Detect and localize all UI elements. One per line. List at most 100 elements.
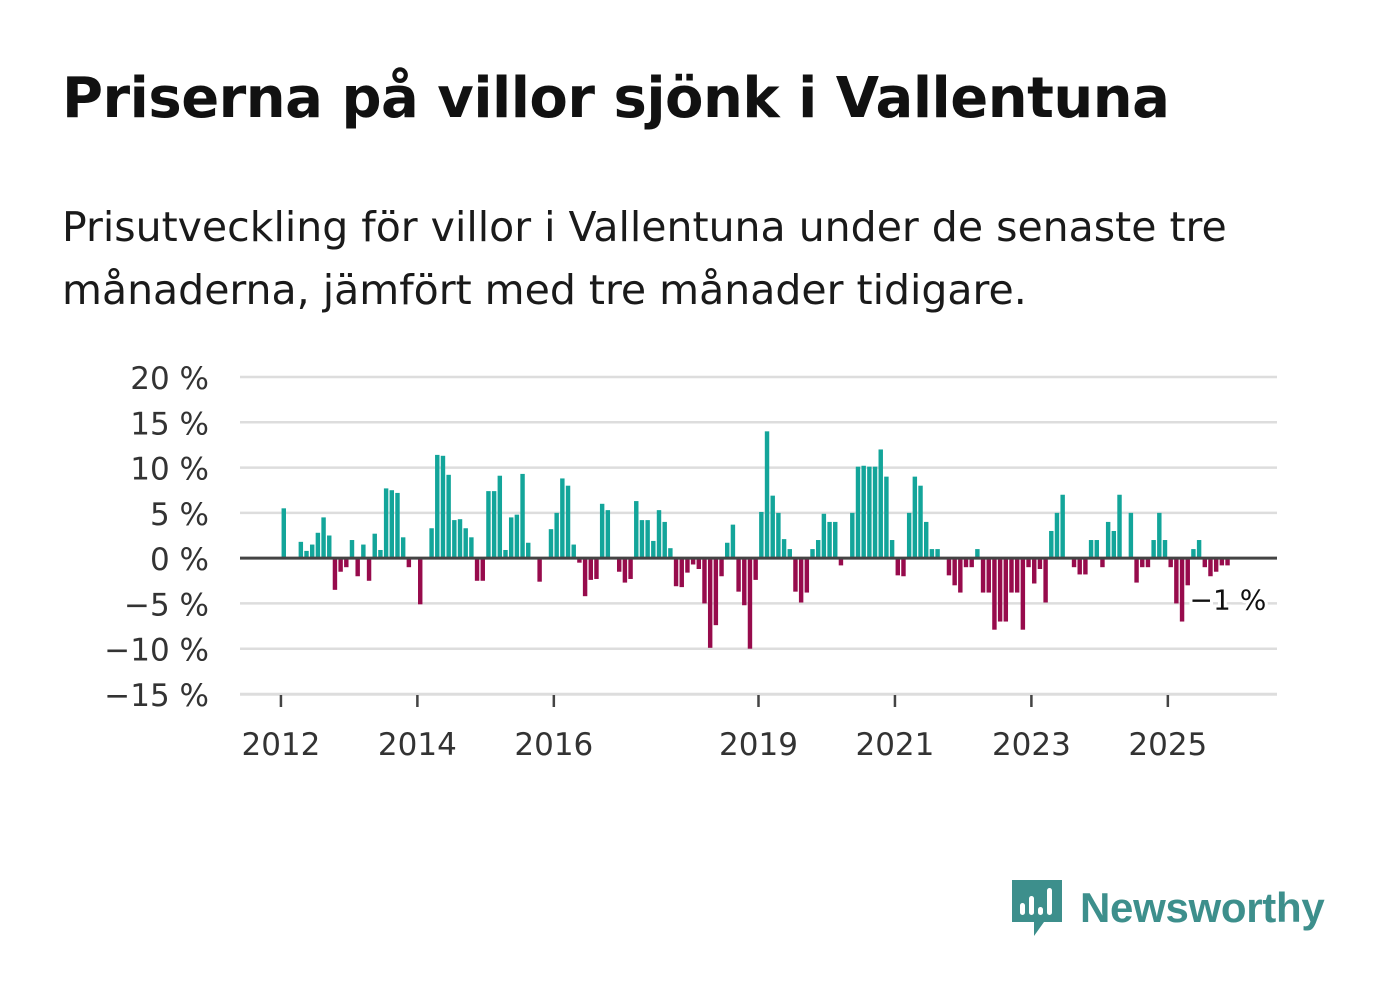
bar bbox=[281, 508, 286, 559]
bar bbox=[1009, 558, 1014, 593]
bar bbox=[810, 549, 815, 559]
bar bbox=[730, 524, 736, 559]
bar bbox=[537, 558, 542, 582]
bar bbox=[469, 537, 474, 559]
bar bbox=[344, 558, 349, 568]
bar bbox=[1100, 558, 1105, 568]
bar bbox=[315, 532, 321, 559]
bar bbox=[605, 510, 611, 559]
bar bbox=[503, 549, 508, 559]
bar bbox=[776, 512, 781, 559]
bar bbox=[366, 558, 372, 581]
annotation-label: −1 % bbox=[1190, 583, 1267, 616]
bar bbox=[798, 558, 804, 603]
bar bbox=[446, 474, 451, 559]
x-axis: 2012 2014 2016 2019 2021 2023 2025 bbox=[240, 694, 1277, 763]
y-tick-label: 5 % bbox=[150, 497, 209, 533]
bar bbox=[1191, 549, 1196, 559]
bar bbox=[1111, 530, 1117, 559]
bar bbox=[1202, 558, 1208, 568]
bar bbox=[895, 558, 900, 576]
bar bbox=[1196, 540, 1202, 559]
bar bbox=[1225, 558, 1230, 566]
bar bbox=[702, 558, 707, 604]
bar bbox=[975, 549, 980, 559]
bar bbox=[906, 512, 912, 559]
bar bbox=[435, 454, 440, 559]
bar bbox=[912, 476, 918, 559]
bar bbox=[867, 466, 872, 559]
bar bbox=[1140, 558, 1145, 568]
bar bbox=[673, 558, 679, 587]
bar bbox=[833, 521, 838, 559]
bar bbox=[497, 475, 503, 559]
bar bbox=[668, 548, 673, 559]
bar bbox=[1054, 512, 1060, 559]
bar bbox=[770, 495, 775, 559]
bar bbox=[588, 558, 593, 580]
bar bbox=[736, 558, 741, 592]
bar bbox=[582, 558, 588, 597]
bar bbox=[452, 520, 457, 559]
x-tick-label: 2023 bbox=[992, 727, 1071, 763]
bar bbox=[1219, 558, 1225, 566]
bar bbox=[332, 558, 338, 590]
bar bbox=[389, 490, 395, 559]
bar bbox=[850, 512, 855, 559]
bar bbox=[1185, 558, 1190, 586]
y-tick-label: 0 % bbox=[150, 542, 209, 578]
bar bbox=[804, 558, 810, 593]
bar bbox=[781, 539, 787, 559]
y-tick-label: −5 % bbox=[124, 587, 209, 623]
bar bbox=[952, 558, 957, 586]
bar bbox=[1071, 558, 1077, 568]
bar bbox=[634, 501, 639, 559]
bar bbox=[1128, 512, 1134, 559]
bar bbox=[656, 510, 662, 559]
bar bbox=[321, 517, 326, 559]
bar bbox=[565, 485, 571, 559]
bar bbox=[935, 549, 940, 559]
bar bbox=[1094, 540, 1099, 559]
bar bbox=[838, 558, 844, 566]
bar bbox=[309, 544, 315, 559]
bar bbox=[406, 558, 412, 568]
bar bbox=[1179, 558, 1185, 622]
bar bbox=[1168, 558, 1173, 568]
bar bbox=[1174, 558, 1179, 604]
chart-subtitle: Prisutveckling för villor i Vallentuna u… bbox=[62, 203, 1227, 314]
bar bbox=[1134, 558, 1139, 583]
y-tick-label: −10 % bbox=[104, 633, 209, 669]
bar bbox=[378, 549, 383, 559]
bar bbox=[372, 533, 377, 559]
y-tick-label: 15 % bbox=[130, 406, 209, 442]
bar bbox=[1117, 494, 1122, 559]
bar bbox=[747, 558, 753, 649]
bar bbox=[815, 540, 821, 559]
bar bbox=[1003, 558, 1009, 622]
newsworthy-logo-icon bbox=[1012, 880, 1062, 936]
bar bbox=[395, 492, 400, 559]
bar bbox=[1037, 558, 1043, 570]
bar bbox=[599, 503, 605, 559]
bar bbox=[1049, 530, 1054, 559]
bar bbox=[429, 528, 434, 559]
bar bbox=[958, 558, 963, 593]
bar bbox=[554, 512, 559, 559]
bar bbox=[855, 466, 861, 559]
bar bbox=[946, 558, 952, 576]
bar bbox=[1060, 494, 1065, 559]
newsworthy-brand: Newsworthy bbox=[1008, 876, 1325, 940]
bar bbox=[622, 558, 628, 583]
bar bbox=[901, 558, 906, 577]
bar bbox=[662, 521, 667, 559]
bar bbox=[685, 558, 690, 573]
bar bbox=[560, 478, 565, 559]
bar bbox=[764, 431, 770, 559]
bar bbox=[526, 542, 531, 559]
bar bbox=[884, 476, 889, 559]
bar bbox=[645, 520, 650, 559]
bar bbox=[1105, 521, 1111, 559]
bar bbox=[793, 558, 798, 592]
bar bbox=[1026, 558, 1031, 568]
